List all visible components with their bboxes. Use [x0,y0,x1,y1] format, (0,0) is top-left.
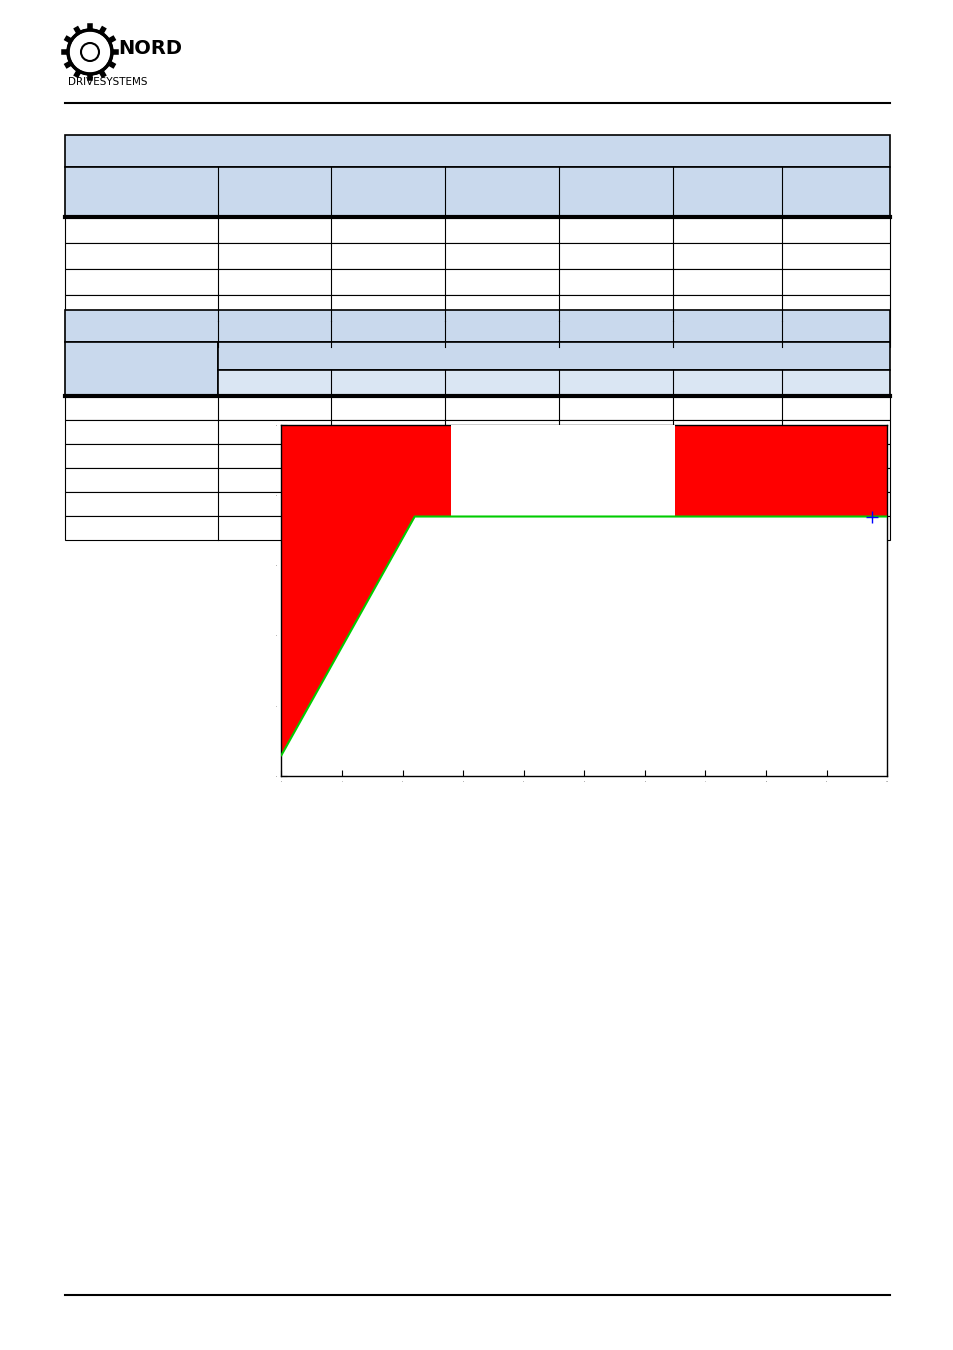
Bar [217,342,889,370]
Bar [65,468,889,491]
Bar [65,491,889,516]
Bar [65,516,889,540]
Bar [217,370,889,396]
Bar [65,243,889,269]
Bar [65,396,889,420]
Bar [65,342,217,396]
Text: DRIVESYSTEMS: DRIVESYSTEMS [68,77,148,86]
Polygon shape [281,425,886,755]
Bar [65,310,889,342]
Bar [65,296,889,321]
Bar [65,217,889,243]
Bar [65,444,889,468]
Bar [65,321,889,347]
Circle shape [81,43,99,61]
Bar [65,167,889,217]
Bar [65,269,889,296]
Bar [65,135,889,167]
Circle shape [68,30,112,74]
Bar [65,420,889,444]
Bar [451,425,675,517]
Text: NORD: NORD [118,39,182,58]
